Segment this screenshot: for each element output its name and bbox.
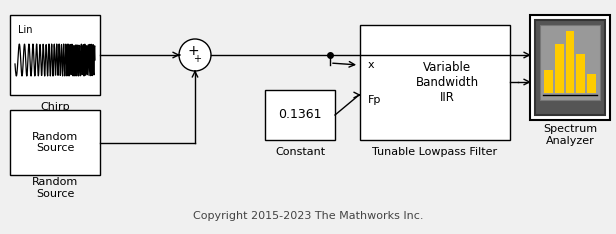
Text: Constant: Constant xyxy=(275,147,325,157)
Bar xyxy=(10,110,100,175)
Text: 0.1361: 0.1361 xyxy=(278,109,322,121)
Text: Copyright 2015-2023 The Mathworks Inc.: Copyright 2015-2023 The Mathworks Inc. xyxy=(193,211,423,221)
Bar xyxy=(577,54,585,93)
Bar xyxy=(565,31,574,93)
Text: +: + xyxy=(187,44,199,58)
Text: Variable
Bandwidth
IIR: Variable Bandwidth IIR xyxy=(415,61,479,104)
Bar xyxy=(360,25,510,140)
Bar xyxy=(587,73,596,93)
Text: Chirp: Chirp xyxy=(40,102,70,112)
Text: Tunable Lowpass Filter: Tunable Lowpass Filter xyxy=(373,147,498,157)
Text: x: x xyxy=(368,60,375,70)
Bar xyxy=(530,15,610,120)
Text: Lin: Lin xyxy=(18,25,33,35)
Text: Random
Source: Random Source xyxy=(32,177,78,199)
Text: Spectrum
Analyzer: Spectrum Analyzer xyxy=(543,124,597,146)
Bar xyxy=(555,44,564,93)
Bar xyxy=(544,70,553,93)
Bar xyxy=(10,15,100,95)
Text: +: + xyxy=(193,54,201,64)
Bar xyxy=(535,20,605,115)
Text: Random
Source: Random Source xyxy=(32,132,78,153)
Bar xyxy=(265,90,335,140)
Text: Fp: Fp xyxy=(368,95,381,105)
Circle shape xyxy=(179,39,211,71)
Bar xyxy=(540,25,600,100)
